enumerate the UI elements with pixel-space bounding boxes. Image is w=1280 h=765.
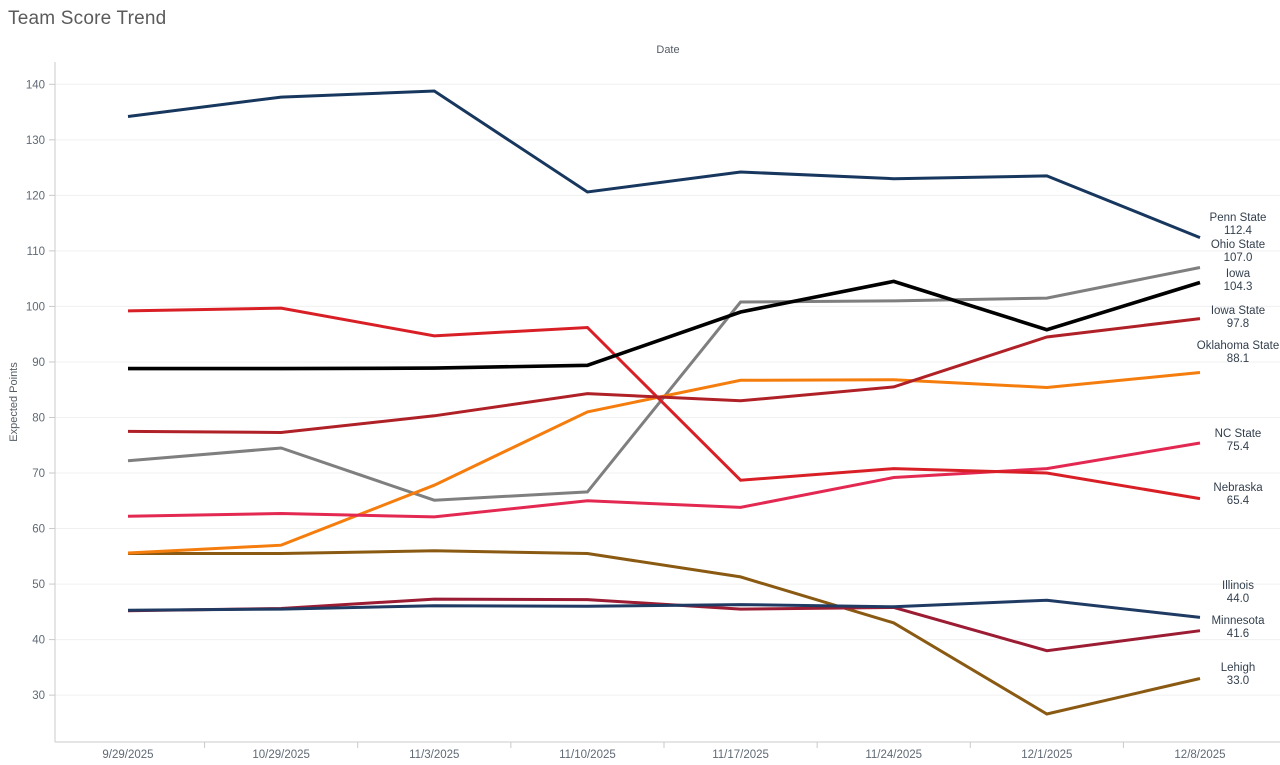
series-label-value: 107.0 — [1223, 252, 1253, 264]
x-tick-label-2: 11/3/2025 — [409, 749, 459, 761]
y-tick-label-80: 80 — [32, 412, 45, 424]
y-tick-label-40: 40 — [32, 635, 45, 647]
y-tick-label-30: 30 — [32, 690, 45, 702]
series-label-name: Iowa — [1225, 267, 1251, 280]
y-tick-label-120: 120 — [26, 190, 45, 202]
y-tick-label-100: 100 — [26, 301, 45, 313]
series-line-lehigh[interactable] — [128, 549, 1201, 716]
series-label-value: 75.4 — [1226, 441, 1250, 453]
series-line-iowa-state[interactable] — [127, 317, 1201, 435]
series-label-name: Iowa State — [1210, 304, 1266, 317]
series-line-illinois[interactable] — [127, 598, 1201, 619]
x-tick-label-1: 10/29/2025 — [252, 749, 310, 761]
series-label-iowa-state[interactable]: Iowa State 97.8 — [1185, 305, 1280, 332]
series-label-lehigh[interactable]: Lehigh 33.0 — [1185, 662, 1280, 689]
series-label-name: Ohio State — [1210, 238, 1266, 251]
series-label-name: Nebraska — [1213, 481, 1263, 494]
series-line-penn-state[interactable] — [127, 89, 1201, 239]
series-label-value: 65.4 — [1226, 495, 1250, 507]
series-label-value: 44.0 — [1226, 593, 1250, 605]
series-label-name: Oklahoma State — [1196, 339, 1280, 352]
series-label-name: Penn State — [1209, 211, 1267, 224]
series-label-name: Lehigh — [1220, 661, 1256, 674]
series-label-illinois[interactable]: Illinois 44.0 — [1185, 580, 1280, 607]
x-tick-label-6: 12/1/2025 — [1021, 749, 1072, 761]
x-tick-label-5: 11/24/2025 — [865, 749, 922, 761]
x-tick-label-7: 12/8/2025 — [1174, 749, 1225, 761]
x-tick-label-0: 9/29/2025 — [102, 749, 153, 761]
series-label-ohio-state[interactable]: Ohio State 107.0 — [1185, 239, 1280, 266]
series-label-value: 41.6 — [1226, 628, 1250, 640]
series-line-iowa[interactable] — [128, 279, 1201, 371]
series-line-nebraska[interactable] — [127, 306, 1201, 501]
series-label-value: 104.3 — [1223, 281, 1253, 293]
series-label-iowa[interactable]: Iowa 104.3 — [1185, 268, 1280, 295]
chart-title: Team Score Trend — [8, 8, 167, 29]
y-tick-label-110: 110 — [27, 246, 45, 258]
series-label-name: Minnesota — [1211, 614, 1265, 627]
y-tick-label-130: 130 — [26, 135, 45, 147]
series-line-oklahoma-state[interactable] — [127, 371, 1201, 555]
series-label-name: NC State — [1214, 427, 1262, 440]
series-label-oklahoma-state[interactable]: Oklahoma State 88.1 — [1185, 340, 1280, 367]
series-label-nebraska[interactable]: Nebraska 65.4 — [1185, 482, 1280, 509]
y-tick-label-70: 70 — [32, 468, 45, 480]
series-line-ohio-state[interactable] — [127, 266, 1201, 502]
series-label-value: 112.4 — [1224, 225, 1252, 237]
series-line-nc-state[interactable] — [127, 441, 1201, 519]
series-label-minnesota[interactable]: Minnesota 41.6 — [1185, 615, 1280, 642]
series-label-name: Illinois — [1222, 579, 1254, 592]
y-tick-label-50: 50 — [32, 579, 45, 591]
x-axis-title: Date — [656, 44, 680, 56]
y-tick-label-90: 90 — [32, 357, 45, 369]
series-label-value: 88.1 — [1226, 353, 1250, 365]
y-tick-label-60: 60 — [32, 524, 45, 536]
series-label-value: 33.0 — [1226, 675, 1250, 687]
series-label-value: 97.8 — [1226, 318, 1250, 330]
series-label-penn-state[interactable]: Penn State 112.4 — [1185, 212, 1280, 239]
x-tick-label-4: 11/17/2025 — [712, 749, 769, 761]
y-tick-label-140: 140 — [26, 79, 45, 91]
series-label-nc-state[interactable]: NC State 75.4 — [1185, 428, 1280, 455]
x-tick-label-3: 11/10/2025 — [559, 749, 616, 761]
